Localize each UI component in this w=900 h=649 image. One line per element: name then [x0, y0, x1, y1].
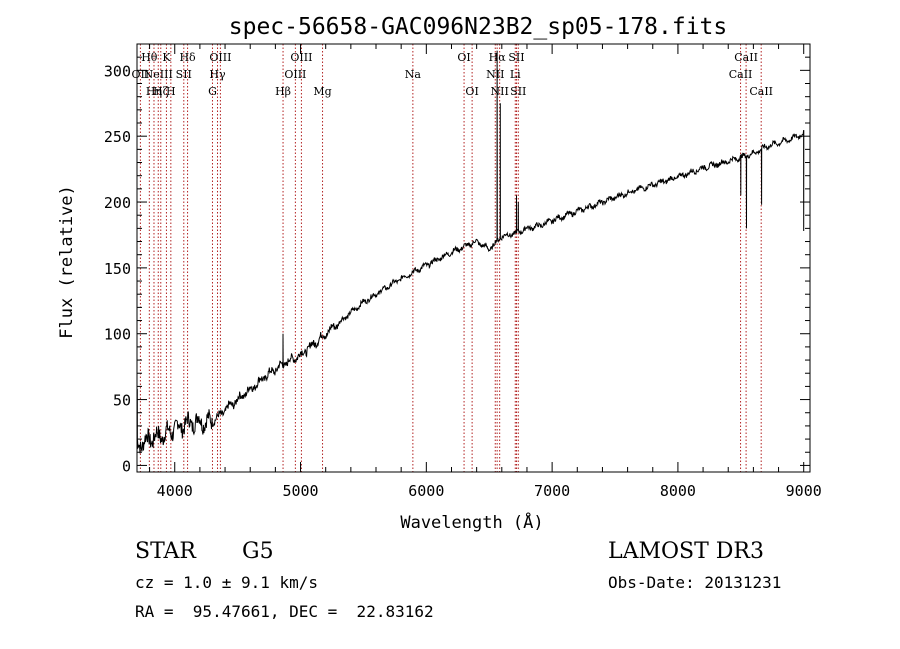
line-label-21: NII — [491, 85, 509, 98]
plot-frame — [136, 43, 811, 473]
line-label-12: Hβ — [275, 85, 291, 98]
line-label-18: OI — [465, 85, 478, 98]
line-label-24: SII — [510, 85, 526, 98]
line-label-1: Hθ — [141, 51, 158, 64]
object-subclass: G5 — [242, 539, 274, 564]
line-label-6: H — [166, 85, 176, 98]
line-label-10: Hγ — [209, 68, 226, 81]
line-label-4: Hζ — [153, 85, 169, 98]
y-tick-label-250: 250 — [104, 128, 131, 146]
line-label-26: CaII — [734, 51, 758, 64]
y-tick-label-200: 200 — [104, 194, 131, 212]
y-axis-label: Flux (relative) — [57, 185, 77, 339]
line-label-22: Li — [510, 68, 521, 81]
line-label-9: G — [208, 85, 217, 98]
x-tick-label-8000: 8000 — [660, 482, 696, 500]
line-label-19: NII — [486, 68, 504, 81]
line-label-8: Hδ — [179, 51, 196, 64]
line-label-15: Mg — [313, 85, 331, 98]
line-label-5: K — [162, 51, 171, 64]
line-label-13: OIII — [284, 68, 306, 81]
x-axis-label: Wavelength (Å) — [400, 511, 543, 533]
line-label-27: CaII — [749, 85, 773, 98]
y-tick-label-150: 150 — [104, 260, 131, 278]
line-label-0: OII — [132, 68, 150, 81]
chart-title: spec-56658-GAC096N23B2_sp05-178.fits — [229, 14, 728, 40]
y-tick-label-300: 300 — [104, 62, 131, 80]
x-tick-label-5000: 5000 — [282, 482, 318, 500]
x-tick-label-4000: 4000 — [157, 482, 193, 500]
x-tick-label-9000: 9000 — [786, 482, 822, 500]
x-tick-label-6000: 6000 — [408, 482, 444, 500]
line-label-14: OIII — [290, 51, 312, 64]
x-axis-ticks: 4000 5000 6000 7000 8000 9000 — [149, 44, 822, 500]
x-tick-label-7000: 7000 — [534, 482, 570, 500]
redshift-velocity: cz = 1.0 ± 9.1 km/s — [135, 573, 319, 592]
survey-name: LAMOST DR3 — [608, 539, 764, 564]
y-axis-ticks: 0 50 100 150 200 250 300 — [104, 56, 810, 475]
y-tick-label-0: 0 — [122, 457, 131, 475]
observation-date: Obs-Date: 20131231 — [608, 573, 782, 592]
line-label-16: Na — [405, 68, 422, 81]
line-label-23: SII — [508, 51, 524, 64]
line-label-7: SII — [176, 68, 192, 81]
object-class: STAR — [135, 539, 196, 564]
line-label-3: NeIII — [144, 68, 173, 81]
line-label-2: Hη — [146, 85, 162, 98]
line-label-25: CaII — [729, 68, 753, 81]
spectral-line-labels: OIIHθHηNeIIIHζKHSIIHδGHγOIIIHβOIIIOIIIMg… — [132, 51, 773, 98]
line-label-11: OIII — [209, 51, 231, 64]
line-label-17: OI — [457, 51, 470, 64]
flux-series-line — [136, 50, 805, 454]
sky-coordinates: RA = 95.47661, DEC = 22.83162 — [135, 602, 434, 621]
y-tick-label-50: 50 — [113, 392, 131, 410]
y-tick-label-100: 100 — [104, 326, 131, 344]
